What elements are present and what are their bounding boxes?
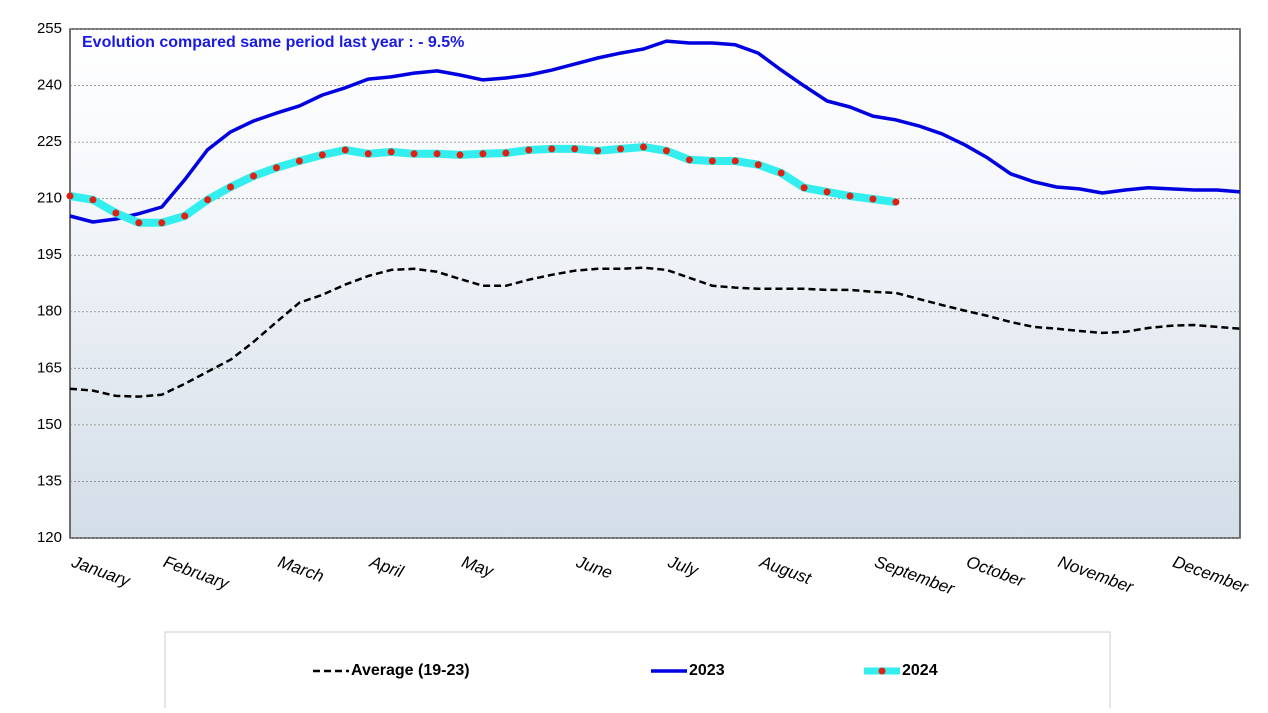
y-tick-label: 210 [37, 190, 62, 207]
point [341, 146, 349, 154]
point [66, 192, 74, 200]
y-tick-label: 195 [37, 246, 62, 263]
x-tick-label: May [459, 552, 497, 581]
point [387, 148, 395, 156]
legend-marker [878, 667, 886, 675]
point [502, 149, 510, 157]
x-tick-label: June [573, 552, 615, 583]
y-tick-label: 120 [37, 529, 62, 546]
legend-box [164, 631, 1111, 713]
point [250, 172, 258, 180]
point [112, 209, 120, 217]
grid [70, 28, 1240, 539]
point [204, 196, 212, 204]
point [364, 150, 372, 158]
x-tick-label: September [872, 552, 958, 599]
point [227, 183, 235, 191]
x-tick-label: April [366, 552, 407, 582]
point [617, 145, 625, 153]
x-tick-label: July [665, 552, 702, 581]
point [548, 145, 556, 153]
point [456, 151, 464, 159]
point [823, 188, 831, 196]
point [892, 198, 900, 206]
point [754, 161, 762, 169]
series-line [69, 39, 1241, 224]
point [640, 143, 648, 151]
point [479, 150, 487, 158]
legend-label: Average (19-23) [351, 662, 470, 679]
x-tick-label: February [161, 552, 233, 594]
legend-label: 2023 [689, 662, 725, 679]
lines [66, 39, 1241, 398]
point [594, 147, 602, 155]
y-tick-label: 240 [37, 77, 62, 94]
point [662, 147, 670, 155]
point [525, 146, 533, 154]
point [433, 150, 441, 158]
y-tick-label: 135 [37, 472, 62, 489]
y-tick-label: 165 [37, 359, 62, 376]
point [89, 196, 97, 204]
point [731, 157, 739, 165]
annotation: Evolution compared same period last year… [82, 34, 464, 51]
point [295, 157, 303, 165]
x-tick-label: December [1170, 552, 1251, 597]
point [135, 219, 143, 227]
point [800, 184, 808, 192]
point [685, 156, 693, 164]
x-tick-label: January [68, 552, 134, 591]
series-line [69, 266, 1241, 398]
point [571, 145, 579, 153]
point [158, 219, 166, 227]
x-tick-label: November [1056, 552, 1137, 597]
point [410, 150, 418, 158]
point [777, 169, 785, 177]
point [318, 151, 326, 159]
y-tick-label: 150 [37, 416, 62, 433]
point [272, 164, 280, 172]
point [846, 192, 854, 200]
legend: Average (19-23) 2023 2024 [313, 662, 938, 679]
x-tick-label: October [964, 552, 1029, 591]
y-tick-label: 225 [37, 133, 62, 150]
y-tick-label: 255 [37, 20, 62, 37]
point [708, 157, 716, 165]
y-tick-label: 180 [37, 303, 62, 320]
x-tick-label: March [276, 552, 327, 586]
plot-area [69, 28, 1241, 539]
x-tick-label: August [756, 552, 814, 589]
point [869, 195, 877, 203]
legend-label: 2024 [902, 662, 938, 679]
point [181, 212, 189, 220]
